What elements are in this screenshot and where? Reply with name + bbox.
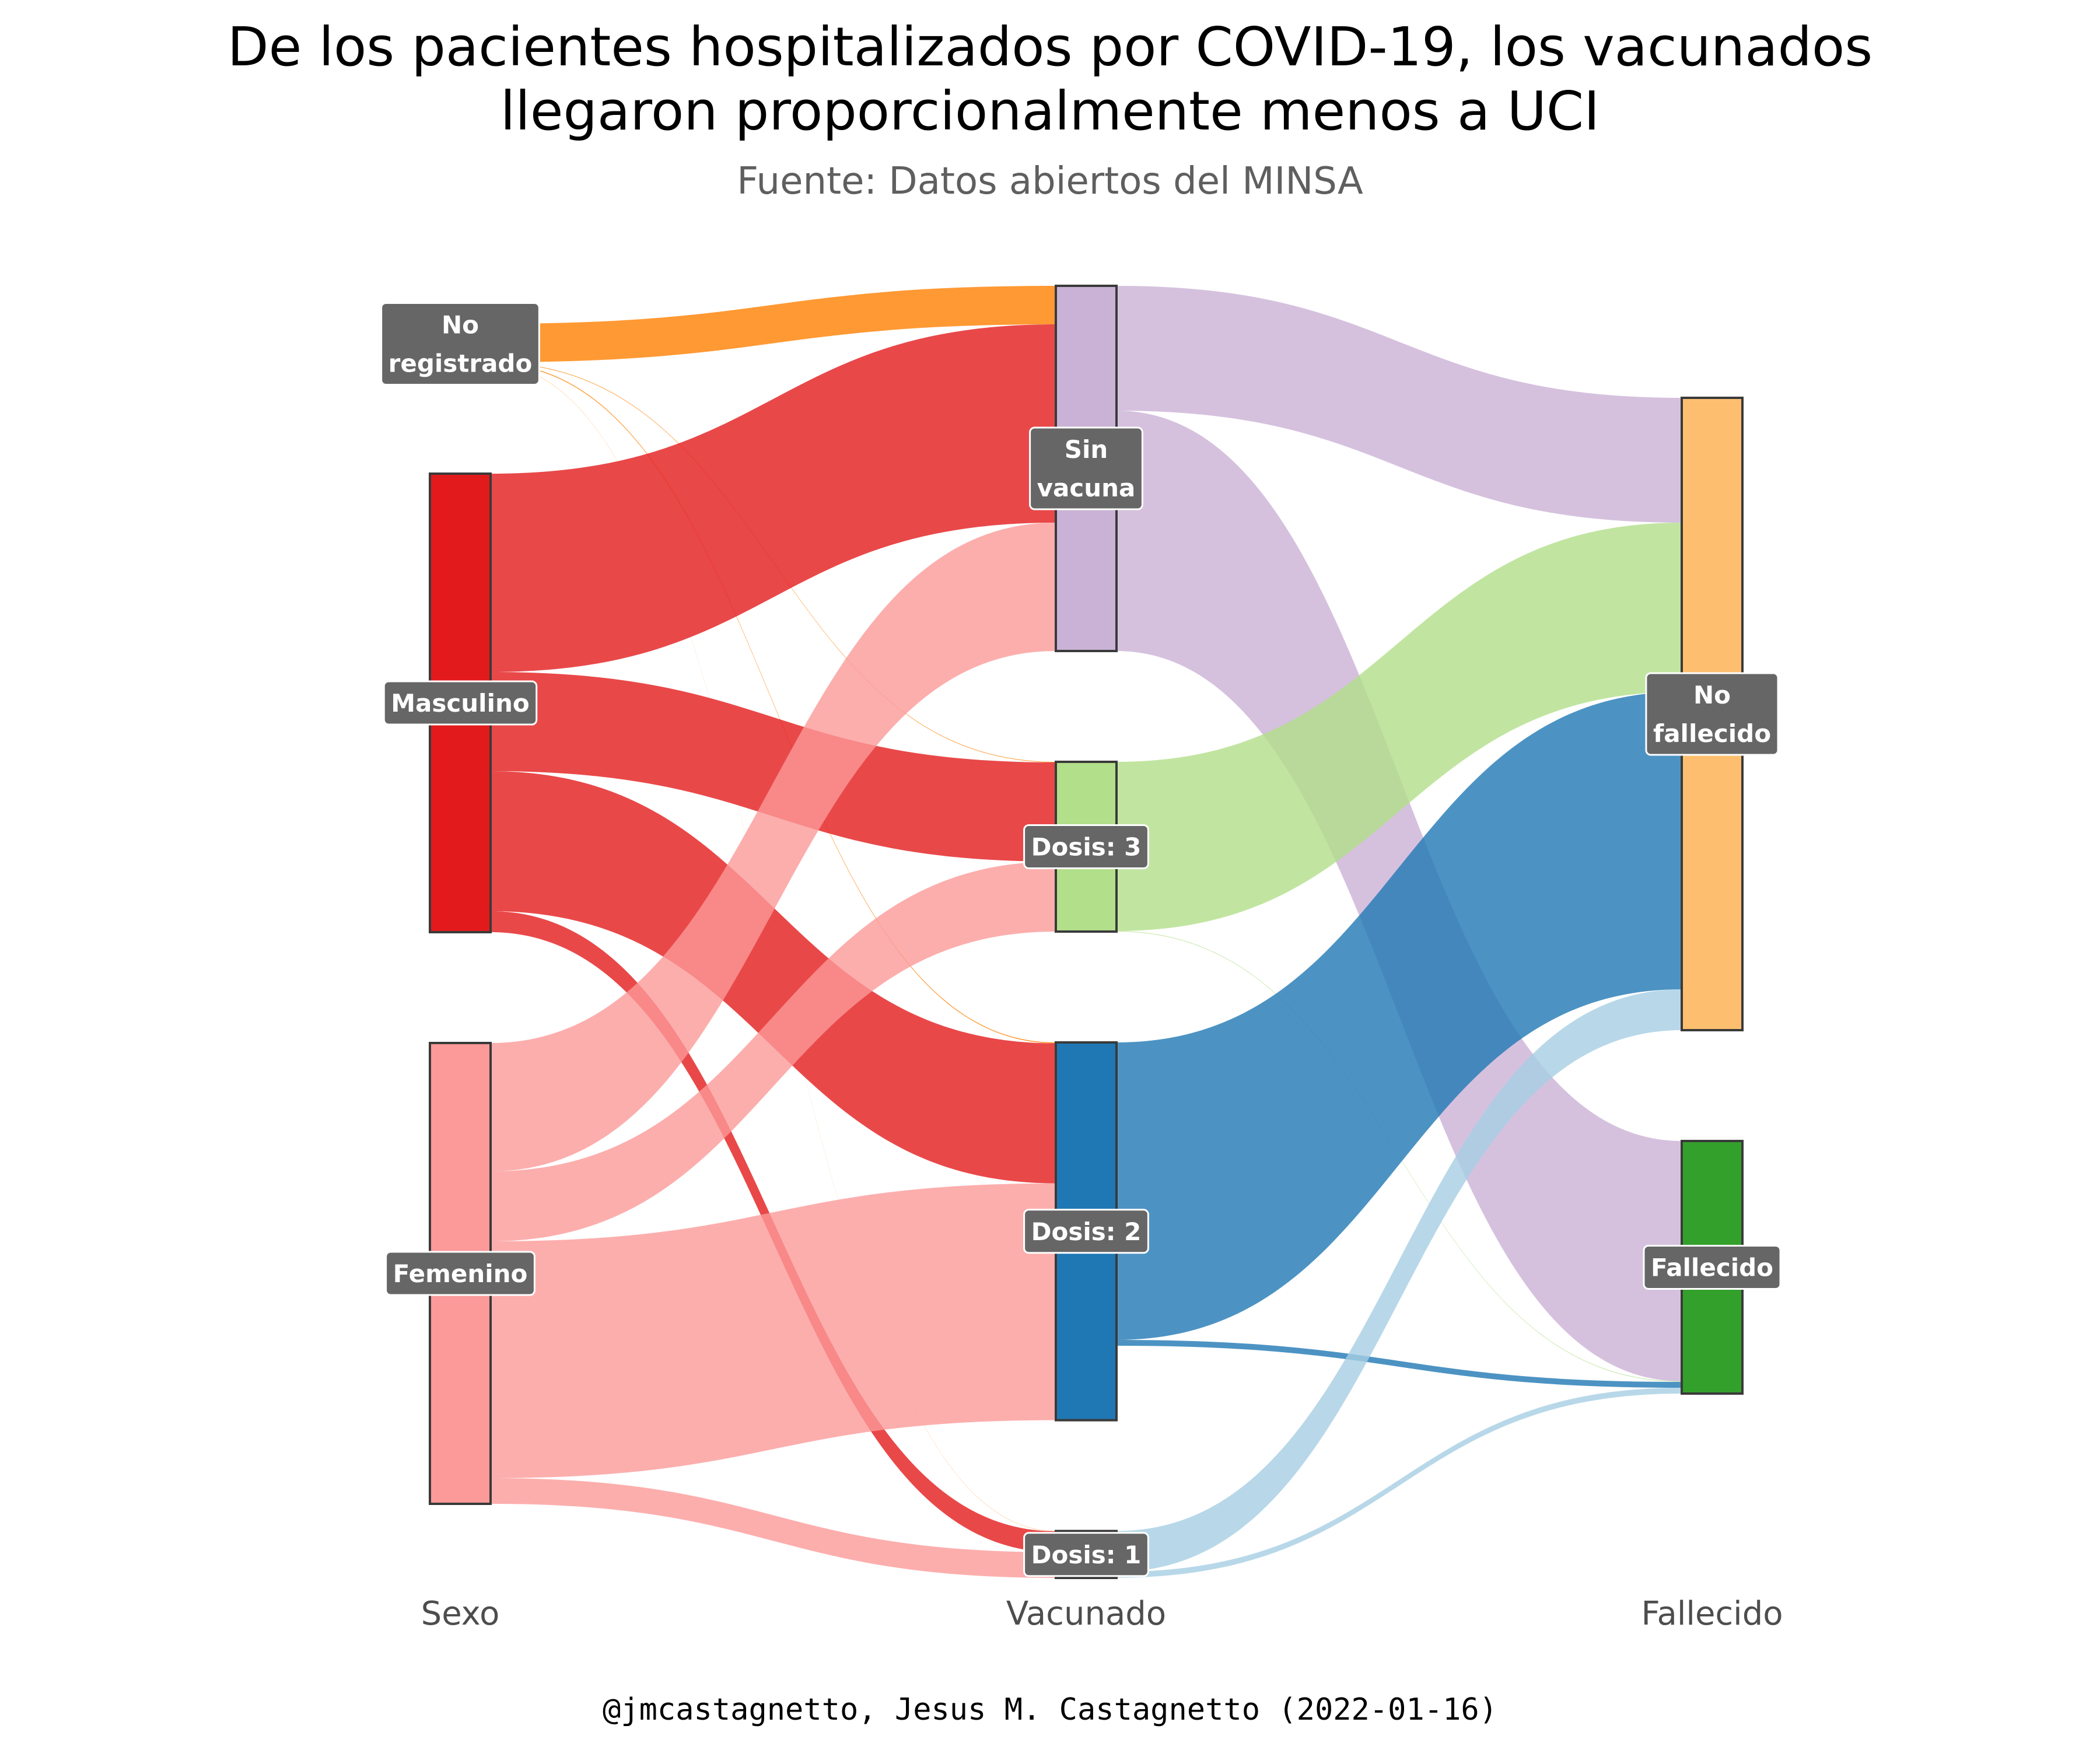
link-masc-to-d2 xyxy=(491,771,1056,1184)
axis-label-fallecido: Fallecido xyxy=(1641,1595,1783,1633)
node-label-text-d1-0: Dosis: 1 xyxy=(1031,1541,1142,1569)
node-label-text-fem-0: Femenino xyxy=(393,1259,528,1288)
chart-title-line-1: De los pacientes hospitalizados por COVI… xyxy=(228,16,1873,78)
node-label-text-noreg-0: No xyxy=(442,311,479,340)
node-label-fem: Femenino xyxy=(385,1251,536,1296)
node-label-text-fall-0: Fallecido xyxy=(1651,1254,1773,1282)
link-noreg-to-d2 xyxy=(491,363,1056,1044)
link-fem-to-d1 xyxy=(491,1478,1056,1578)
node-labels-layer: No registrado Masculino Femenino Sin vacuna Do… xyxy=(380,302,1782,1577)
node-label-text-masc-0: Masculino xyxy=(391,689,529,718)
node-label-text-d3-0: Dosis: 3 xyxy=(1031,833,1142,862)
node-label-d2: Dosis: 2 xyxy=(1023,1209,1149,1254)
link-sinvac-to-nofall xyxy=(1116,286,1682,523)
link-d1-to-nofall xyxy=(1116,989,1682,1572)
node-label-d3: Dosis: 3 xyxy=(1023,824,1149,869)
node-label-text-nofall-0: No xyxy=(1693,681,1731,709)
node-label-noreg: No registrado xyxy=(380,302,540,386)
node-label-box-d1 xyxy=(1023,1532,1149,1577)
node-label-text-sinvac-1: vacuna xyxy=(1037,474,1136,502)
node-label-box-fall xyxy=(1643,1245,1782,1290)
link-masc-to-d3 xyxy=(491,672,1056,862)
node-label-text-noreg-1: registrado xyxy=(388,349,533,378)
link-fem-to-d3 xyxy=(491,862,1056,1241)
link-d1-to-fall xyxy=(1116,1388,1682,1578)
chart-caption: @jmcastagnetto, Jesus M. Castagnetto (20… xyxy=(603,1692,1497,1727)
link-fem-to-sinvac xyxy=(491,523,1056,1171)
node-label-box-fem xyxy=(385,1251,536,1296)
axis-label-vacunado: Vacunado xyxy=(1006,1595,1166,1633)
node-label-d1: Dosis: 1 xyxy=(1023,1532,1149,1577)
node-label-sinvac: Sin vacuna xyxy=(1029,426,1143,510)
node-label-box-nofall xyxy=(1645,672,1779,756)
node-label-text-d2-0: Dosis: 2 xyxy=(1031,1217,1142,1246)
node-label-box-sinvac xyxy=(1029,426,1143,510)
node-label-box-noreg xyxy=(380,302,540,386)
node-label-box-d3 xyxy=(1023,824,1149,869)
axis-label-sexo: Sexo xyxy=(421,1595,500,1633)
node-label-box-masc xyxy=(383,680,538,726)
link-d3-to-nofall xyxy=(1116,523,1682,931)
chart-subtitle: Fuente: Datos abiertos del MINSA xyxy=(737,160,1363,203)
link-d2-to-fall xyxy=(1116,1340,1682,1388)
links-layer xyxy=(491,286,1682,1578)
link-masc-to-sinvac xyxy=(491,324,1056,672)
node-label-nofall: No fallecido xyxy=(1645,672,1779,756)
link-noreg-to-sinvac xyxy=(491,286,1056,362)
node-label-masc: Masculino xyxy=(383,680,538,726)
chart-title-line-2: llegaron proporcionalmente menos a UCI xyxy=(501,80,1600,142)
node-label-text-sinvac-0: Sin xyxy=(1065,435,1108,464)
node-label-fall: Fallecido xyxy=(1643,1245,1782,1290)
link-fem-to-d2 xyxy=(491,1183,1056,1478)
node-label-box-d2 xyxy=(1023,1209,1149,1254)
link-d2-to-nofall xyxy=(1116,692,1682,1340)
node-label-text-nofall-1: fallecido xyxy=(1653,719,1771,748)
